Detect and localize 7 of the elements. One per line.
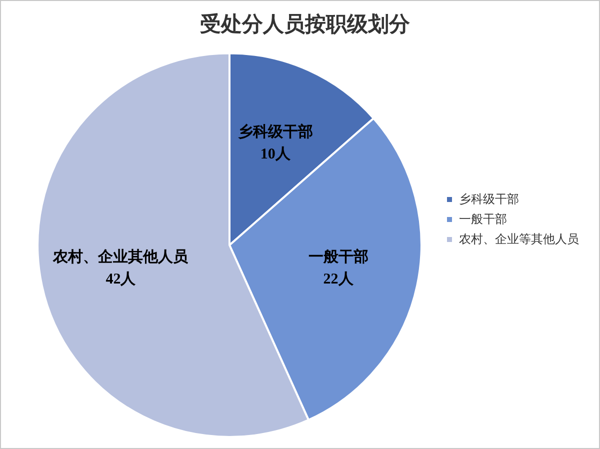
data-label: 乡科级干部 10人 [238,122,313,163]
data-label: 农村、企业其他人员 42人 [52,248,190,288]
data-label: 一般干部 22人 [308,247,368,288]
chart-title: 受处分人员按职级划分 [200,12,411,36]
legend-label: 一般干部 [459,212,507,226]
legend-label: 乡科级干部 [459,192,519,206]
legend-label: 农村、企业等其他人员 [459,232,579,246]
